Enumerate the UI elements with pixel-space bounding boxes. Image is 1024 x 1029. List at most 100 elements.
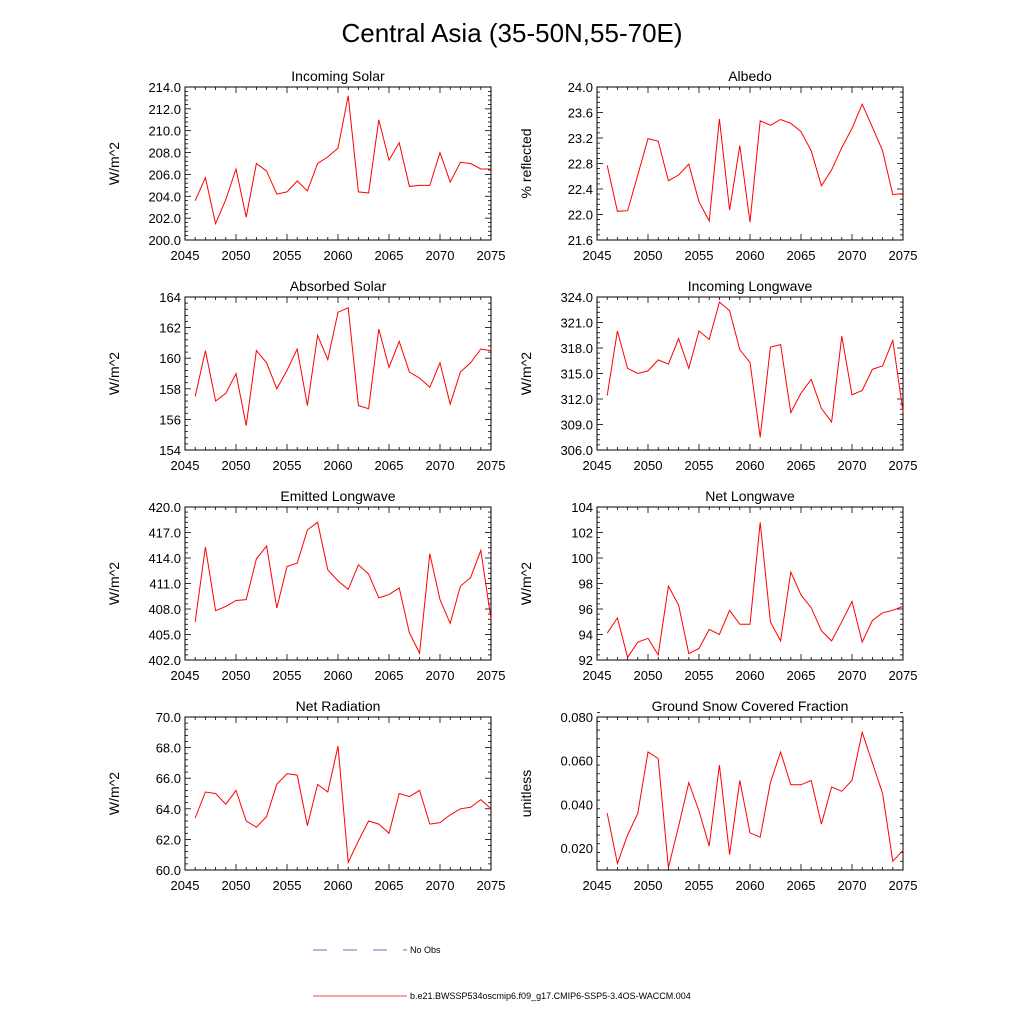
figure-title: Central Asia (35-50N,55-70E) bbox=[341, 18, 682, 48]
x-tick-label: 2075 bbox=[889, 668, 918, 683]
x-tick-label: 2065 bbox=[787, 458, 816, 473]
y-tick-label: 22.4 bbox=[568, 182, 593, 197]
x-tick-label: 2070 bbox=[426, 668, 455, 683]
y-tick-label: 66.0 bbox=[156, 771, 181, 786]
y-tick-label: 24.0 bbox=[568, 80, 593, 95]
x-tick-label: 2065 bbox=[375, 458, 404, 473]
panels: Incoming Solar W/m^2 2045 2050 2055 2060 2065 2… bbox=[106, 68, 917, 893]
y-axis-label: W/m^2 bbox=[106, 562, 122, 605]
x-tick-label: 2055 bbox=[685, 458, 714, 473]
y-tick-label: 0.020 bbox=[560, 841, 593, 856]
x-tick-label: 2050 bbox=[222, 458, 251, 473]
y-tick-label: 408.0 bbox=[148, 602, 181, 617]
plot-frame bbox=[184, 506, 492, 661]
x-tick-label: 2055 bbox=[273, 248, 302, 263]
y-tick-label: 70.0 bbox=[156, 710, 181, 725]
x-tick-label: 2060 bbox=[736, 668, 765, 683]
y-tick-label: 62.0 bbox=[156, 832, 181, 847]
y-tick-label: 100 bbox=[571, 551, 593, 566]
x-tick-label: 2055 bbox=[685, 248, 714, 263]
y-axis-label: W/m^2 bbox=[106, 352, 122, 395]
chart-title: Albedo bbox=[728, 68, 772, 84]
y-tick-label: 154 bbox=[159, 443, 181, 458]
x-tick-label: 2045 bbox=[171, 878, 200, 893]
y-axis-label: % reflected bbox=[518, 128, 534, 198]
chart-panel-7: Net Radiation W/m^2 2045 2050 2055 2060 2065 20… bbox=[106, 698, 505, 893]
x-tick-label: 2050 bbox=[634, 878, 663, 893]
y-tick-label: 0.040 bbox=[560, 797, 593, 812]
y-tick-label: 402.0 bbox=[148, 653, 181, 668]
y-tick-label: 318.0 bbox=[560, 341, 593, 356]
legend-model-label: b.e21.BWSSP534oscmip6.f09_g17.CMIP6-SSP5… bbox=[410, 991, 691, 1001]
x-tick-label: 2055 bbox=[685, 668, 714, 683]
y-tick-label: 160 bbox=[159, 351, 181, 366]
y-tick-label: 156 bbox=[159, 412, 181, 427]
y-tick-label: 23.2 bbox=[568, 131, 593, 146]
x-tick-label: 2060 bbox=[324, 458, 353, 473]
y-tick-label: 417.0 bbox=[148, 526, 181, 541]
chart-title: Incoming Solar bbox=[291, 68, 385, 84]
y-tick-label: 306.0 bbox=[560, 443, 593, 458]
y-tick-label: 104 bbox=[571, 500, 593, 515]
y-tick-label: 321.0 bbox=[560, 316, 593, 331]
chart-title: Absorbed Solar bbox=[290, 278, 387, 294]
x-tick-label: 2045 bbox=[171, 248, 200, 263]
plot-frame bbox=[596, 716, 904, 871]
x-tick-label: 2065 bbox=[375, 878, 404, 893]
y-tick-label: 96 bbox=[579, 602, 593, 617]
x-tick-label: 2045 bbox=[583, 878, 612, 893]
plot-frame bbox=[184, 86, 492, 241]
y-tick-label: 312.0 bbox=[560, 392, 593, 407]
chart-title: Incoming Longwave bbox=[688, 278, 813, 294]
chart-panel-6: Net Longwave W/m^2 2045 2050 2055 2060 2065 207… bbox=[518, 488, 917, 683]
legend: No Obs b.e21.BWSSP534oscmip6.f09_g17.CMI… bbox=[313, 945, 691, 1001]
series-line bbox=[194, 95, 491, 226]
y-tick-label: 420.0 bbox=[148, 500, 181, 515]
y-tick-label: 102 bbox=[571, 526, 593, 541]
y-tick-label: 23.6 bbox=[568, 106, 593, 121]
x-tick-label: 2070 bbox=[426, 248, 455, 263]
x-tick-label: 2075 bbox=[889, 878, 918, 893]
x-tick-label: 2075 bbox=[477, 878, 506, 893]
y-tick-label: 309.0 bbox=[560, 418, 593, 433]
x-tick-label: 2045 bbox=[583, 248, 612, 263]
x-tick-label: 2045 bbox=[583, 668, 612, 683]
series-line bbox=[606, 730, 904, 868]
x-tick-label: 2065 bbox=[787, 668, 816, 683]
y-tick-label: 324.0 bbox=[560, 290, 593, 305]
plot-frame bbox=[184, 716, 492, 871]
y-tick-label: 212.0 bbox=[148, 102, 181, 117]
y-tick-label: 202.0 bbox=[148, 211, 181, 226]
x-tick-label: 2045 bbox=[171, 668, 200, 683]
x-tick-label: 2070 bbox=[426, 878, 455, 893]
chart-panel-5: Emitted Longwave W/m^2 2045 2050 2055 2060 206… bbox=[106, 488, 505, 683]
y-tick-label: 214.0 bbox=[148, 80, 181, 95]
y-tick-label: 60.0 bbox=[156, 863, 181, 878]
x-tick-label: 2075 bbox=[889, 248, 918, 263]
y-tick-label: 208.0 bbox=[148, 146, 181, 161]
series-line bbox=[606, 102, 904, 223]
series-line bbox=[194, 521, 492, 655]
x-tick-label: 2070 bbox=[426, 458, 455, 473]
x-tick-label: 2070 bbox=[838, 458, 867, 473]
x-tick-label: 2065 bbox=[375, 668, 404, 683]
x-tick-label: 2055 bbox=[273, 878, 302, 893]
x-tick-label: 2050 bbox=[634, 458, 663, 473]
y-tick-label: 206.0 bbox=[148, 167, 181, 182]
x-tick-label: 2065 bbox=[787, 878, 816, 893]
y-tick-label: 162 bbox=[159, 321, 181, 336]
series-line bbox=[606, 522, 904, 659]
x-tick-label: 2070 bbox=[838, 878, 867, 893]
y-tick-label: 64.0 bbox=[156, 802, 181, 817]
x-tick-label: 2060 bbox=[324, 668, 353, 683]
plot-frame bbox=[596, 296, 904, 451]
x-tick-label: 2050 bbox=[634, 668, 663, 683]
x-tick-label: 2060 bbox=[324, 248, 353, 263]
x-tick-label: 2075 bbox=[477, 668, 506, 683]
plot-frame bbox=[596, 86, 904, 241]
y-tick-label: 200.0 bbox=[148, 233, 181, 248]
y-tick-label: 94 bbox=[579, 628, 593, 643]
x-tick-label: 2045 bbox=[583, 458, 612, 473]
series-line bbox=[194, 745, 492, 865]
y-axis-label: W/m^2 bbox=[518, 352, 534, 395]
